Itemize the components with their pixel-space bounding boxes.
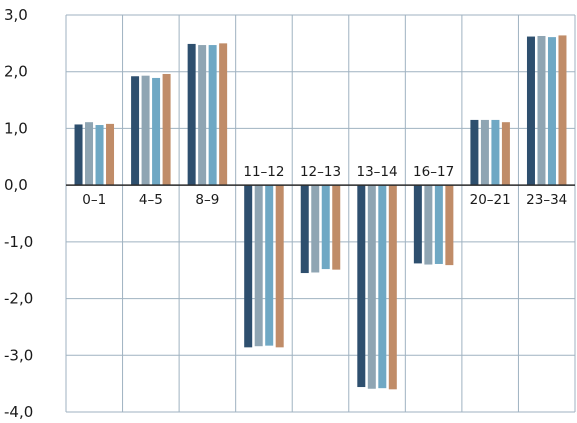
bar-13–14-series-4 bbox=[389, 185, 397, 389]
bar-0–1-series-2 bbox=[85, 122, 93, 185]
category-label: 11–12 bbox=[243, 164, 284, 180]
grid-lines bbox=[66, 15, 575, 412]
y-tick-label: -2,0 bbox=[4, 290, 33, 308]
bar-0–1-series-1 bbox=[75, 124, 83, 185]
bar-8–9-series-4 bbox=[219, 43, 227, 185]
bar-20–21-series-2 bbox=[481, 120, 489, 185]
bar-12–13-series-2 bbox=[311, 185, 319, 272]
category-label: 13–14 bbox=[357, 164, 398, 180]
y-tick-label: -3,0 bbox=[4, 346, 33, 364]
bar-11–12-series-2 bbox=[255, 185, 263, 346]
bar-20–21-series-1 bbox=[470, 120, 478, 185]
bar-8–9-series-2 bbox=[198, 45, 206, 185]
y-tick-label: 0,0 bbox=[4, 176, 28, 194]
bar-23–34-series-2 bbox=[537, 36, 545, 185]
bar-12–13-series-4 bbox=[332, 185, 340, 270]
bar-4–5-series-4 bbox=[163, 74, 171, 185]
category-label: 8–9 bbox=[195, 192, 219, 208]
bar-11–12-series-3 bbox=[265, 185, 273, 346]
bar-11–12-series-1 bbox=[244, 185, 252, 347]
bars bbox=[75, 35, 567, 389]
bar-12–13-series-1 bbox=[301, 185, 309, 273]
y-tick-label: -1,0 bbox=[4, 233, 33, 251]
y-axis-labels: 3,0 2,0 1,0 0,0 -1,0 -2,0 -3,0 -4,0 bbox=[4, 6, 33, 421]
bar-13–14-series-1 bbox=[357, 185, 365, 387]
y-tick-label: 1,0 bbox=[4, 119, 28, 137]
bar-8–9-series-3 bbox=[209, 45, 217, 185]
bar-4–5-series-3 bbox=[152, 78, 160, 185]
bar-4–5-series-1 bbox=[131, 76, 139, 185]
bar-16–17-series-4 bbox=[445, 185, 453, 265]
bar-13–14-series-3 bbox=[378, 185, 386, 388]
bar-16–17-series-1 bbox=[414, 185, 422, 263]
category-label: 4–5 bbox=[139, 192, 163, 208]
y-tick-label: 2,0 bbox=[4, 63, 28, 81]
y-tick-label: 3,0 bbox=[4, 6, 28, 24]
category-label: 12–13 bbox=[300, 164, 341, 180]
category-label: 0–1 bbox=[82, 192, 106, 208]
bar-16–17-series-3 bbox=[435, 185, 443, 264]
bar-12–13-series-3 bbox=[322, 185, 330, 269]
bar-0–1-series-3 bbox=[96, 125, 104, 185]
bar-23–34-series-1 bbox=[527, 37, 535, 186]
bar-16–17-series-2 bbox=[424, 185, 432, 264]
category-label: 20–21 bbox=[470, 192, 511, 208]
bar-23–34-series-3 bbox=[548, 37, 556, 185]
bar-13–14-series-2 bbox=[368, 185, 376, 389]
category-label: 16–17 bbox=[413, 164, 454, 180]
bar-11–12-series-4 bbox=[276, 185, 284, 347]
bar-0–1-series-4 bbox=[106, 124, 114, 185]
y-tick-label: -4,0 bbox=[4, 403, 33, 421]
bar-20–21-series-3 bbox=[491, 120, 499, 185]
bar-23–34-series-4 bbox=[558, 35, 566, 185]
bar-20–21-series-4 bbox=[502, 122, 510, 185]
bar-8–9-series-1 bbox=[188, 44, 196, 185]
category-label: 23–34 bbox=[526, 192, 567, 208]
bar-4–5-series-2 bbox=[142, 76, 150, 185]
